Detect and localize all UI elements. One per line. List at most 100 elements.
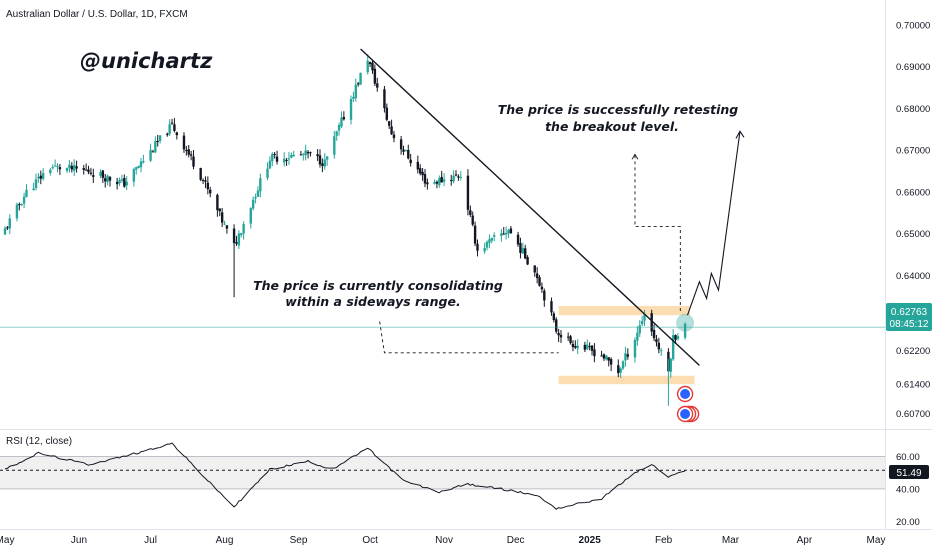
candle (557, 328, 560, 342)
candle-body (271, 154, 274, 162)
candle-body (368, 62, 372, 65)
candle (108, 175, 112, 187)
candle (99, 169, 102, 179)
candle (621, 360, 625, 370)
candle (433, 179, 436, 185)
candle-body (299, 154, 303, 156)
candle-body (316, 154, 319, 157)
svg-text:the breakout level.: the breakout level. (545, 119, 679, 134)
candle-body (204, 180, 207, 182)
candle (535, 267, 539, 284)
candle (399, 136, 403, 155)
candle-body (321, 163, 324, 166)
time-axis-label: Jul (144, 535, 157, 546)
candle-body (187, 149, 190, 155)
candle (607, 357, 610, 367)
candle (53, 159, 57, 167)
candle (37, 172, 40, 183)
candle (266, 162, 269, 181)
candle (175, 131, 179, 140)
candle-body (151, 151, 155, 153)
candle (586, 339, 589, 351)
candle (335, 130, 338, 141)
candle-body (376, 83, 379, 88)
candle (154, 136, 157, 154)
candle-body (268, 160, 272, 169)
candle-body (507, 229, 510, 234)
rsi-tick-label: 40.00 (896, 484, 920, 495)
candle-body (550, 301, 553, 313)
price-tick-label: 0.70000 (896, 20, 930, 31)
candle (142, 154, 145, 164)
candlesticks (3, 54, 687, 406)
candle-body (538, 277, 541, 286)
candle (402, 145, 405, 156)
candle-body (84, 169, 88, 171)
candle (566, 332, 570, 341)
candle (15, 202, 19, 222)
candle-body (318, 155, 322, 165)
candle-body (137, 166, 140, 168)
candle (373, 64, 377, 87)
candle-body (58, 167, 62, 170)
time-axis-label: Aug (216, 535, 234, 546)
candle-body (502, 233, 505, 235)
candle-body (242, 224, 245, 234)
candle-body (566, 336, 570, 338)
price-tick-label: 0.64000 (896, 271, 930, 282)
candle (123, 174, 126, 188)
candle-body (576, 345, 579, 349)
candle-body (359, 72, 362, 85)
candle-body (385, 107, 389, 120)
candle-body (189, 154, 193, 156)
candle-body (626, 354, 630, 357)
candle-body (607, 357, 610, 361)
candle-body (75, 166, 78, 169)
candle-body (399, 139, 403, 150)
candle-body (540, 286, 544, 290)
candle-body (619, 368, 622, 373)
candle-body (471, 215, 474, 225)
candle (120, 174, 124, 183)
candle (650, 309, 653, 337)
candle (492, 232, 496, 242)
candle (34, 173, 38, 191)
candle (151, 149, 155, 153)
candle-body (371, 62, 374, 71)
time-axis-label: Jun (71, 535, 87, 546)
candle (101, 170, 105, 183)
candle (273, 151, 276, 159)
candle (349, 95, 353, 125)
candle (337, 122, 341, 136)
candle (51, 164, 54, 170)
candle-body (149, 149, 152, 161)
candle-body (652, 329, 656, 339)
event-flag-core (680, 389, 691, 399)
candle (473, 221, 477, 247)
rsi-value-tag: 51.49 (889, 465, 929, 479)
candle-body (108, 177, 112, 181)
candle (583, 341, 587, 353)
candle (209, 186, 212, 198)
candle (325, 156, 329, 166)
candle-body (373, 68, 377, 84)
candle-body (8, 218, 11, 229)
candle-body (32, 188, 35, 191)
candle (259, 173, 262, 198)
candle-body (543, 290, 546, 301)
annotation-consolidation: The price is currently consolidating wit… (253, 278, 503, 309)
candle (409, 153, 412, 167)
candle (590, 345, 594, 356)
candle-body (123, 177, 126, 187)
candle-body (175, 132, 179, 136)
candle (407, 144, 410, 160)
consolidation-guide-line (379, 321, 559, 354)
candle (640, 315, 644, 327)
candle (185, 145, 188, 156)
candle (359, 72, 362, 85)
candle-body (354, 84, 357, 99)
candle (459, 171, 462, 181)
candle-body (259, 178, 262, 192)
candle (593, 343, 596, 363)
candle-body (73, 164, 76, 171)
